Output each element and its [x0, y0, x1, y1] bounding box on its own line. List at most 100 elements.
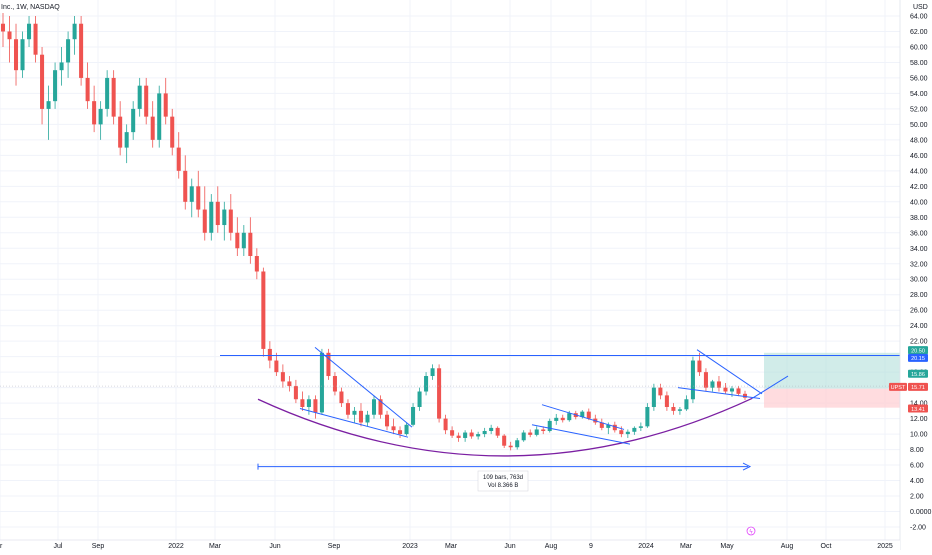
price-badge-label: UPST — [891, 385, 906, 391]
y-tick-label: 6.00 — [910, 463, 924, 470]
price-badge-label: 15.71 — [911, 385, 925, 391]
price-badge-label: 20.50 — [911, 348, 925, 354]
y-tick-label: -2.00 — [910, 525, 926, 532]
candle-body — [222, 209, 227, 226]
candle-body — [261, 271, 266, 349]
price-badge-label: 15.86 — [911, 372, 925, 378]
candle-body — [339, 391, 344, 404]
x-tick-label: Jun — [504, 543, 515, 550]
price-badge — [908, 404, 928, 413]
candle-body — [85, 77, 90, 102]
candle-body — [287, 381, 292, 387]
candle-body — [202, 209, 207, 233]
price-badge — [908, 346, 928, 355]
candle-body — [332, 376, 337, 392]
candle-body — [313, 399, 318, 413]
channel-3-upper[interactable] — [696, 349, 763, 395]
candle-body — [306, 399, 311, 407]
channel-2-upper[interactable] — [541, 404, 625, 430]
candle-body — [469, 432, 474, 437]
candle-body — [384, 414, 390, 427]
x-tick-label: Mar — [445, 543, 458, 550]
x-tick-label: 2025 — [877, 543, 893, 550]
x-tick-label: 9 — [589, 543, 593, 550]
candle-body — [456, 435, 461, 438]
candle-body — [241, 232, 246, 249]
candle-body — [170, 116, 175, 148]
candle-body — [710, 381, 715, 388]
channel-3-lower[interactable] — [677, 387, 761, 399]
y-tick-label: 58.00 — [910, 60, 928, 67]
candle-body — [40, 54, 45, 109]
candle-body — [365, 414, 370, 423]
y-tick-label: 42.00 — [910, 184, 928, 191]
candle-body — [411, 406, 416, 425]
candle-body — [79, 23, 84, 78]
candle-body — [319, 352, 324, 413]
candle-body — [235, 232, 240, 249]
candle-body — [300, 399, 305, 407]
x-tick-label: Sep — [328, 543, 341, 550]
candle-body — [677, 409, 682, 411]
candle-body — [567, 413, 572, 421]
y-tick-label: 60.00 — [910, 44, 928, 51]
candle-body — [632, 427, 637, 432]
candle-body — [398, 430, 403, 435]
channel-1-lower[interactable] — [299, 408, 409, 438]
y-tick-label: 54.00 — [910, 91, 928, 98]
candle-body — [391, 426, 396, 431]
candle-body — [378, 399, 383, 415]
candle-body — [20, 39, 25, 71]
rounding-bottom-curve[interactable] — [257, 397, 753, 457]
y-tick-label: 56.00 — [910, 75, 928, 82]
candle-body — [437, 368, 442, 419]
candle-body — [209, 201, 214, 233]
candle-body — [150, 116, 155, 140]
candles — [0, 8, 748, 451]
candle-body — [547, 420, 552, 431]
candle-body — [690, 360, 695, 400]
measure-arrow-head — [742, 462, 752, 471]
candle-body — [118, 116, 123, 148]
y-tick-label: 38.00 — [910, 215, 928, 222]
x-axis: r Jul Sep 2022 Mar Jun Sep 2023 Mar Jun Aug 9 2024 Ma… — [0, 539, 900, 550]
candle-body — [7, 31, 12, 40]
candle-body — [417, 391, 422, 407]
y-tick-label: 48.00 — [910, 137, 928, 144]
y-tick-label: 10.00 — [910, 432, 928, 439]
y-tick-label: 12.00 — [910, 416, 928, 423]
candle-body — [645, 406, 650, 427]
currency-label: USD — [913, 4, 928, 11]
x-tick-label: Mar — [680, 543, 693, 550]
y-tick-label: 4.00 — [910, 478, 924, 485]
candle-body — [59, 62, 64, 71]
candle-body — [0, 23, 6, 32]
candle-body — [742, 393, 748, 398]
price-badge-label: 20.15 — [911, 356, 925, 362]
candle-body — [105, 77, 110, 109]
breakout-arrow-line[interactable] — [751, 375, 789, 399]
channel-2-lower[interactable] — [531, 424, 631, 445]
y-tick-label: 34.00 — [910, 246, 928, 253]
y-tick-label: 32.00 — [910, 261, 928, 268]
event-flag-glyph: ϟ — [749, 530, 753, 536]
x-tick-label: Oct — [821, 543, 832, 550]
candle-body — [476, 434, 481, 437]
candle-body — [684, 399, 689, 410]
measure-volume-label: Vol 8.366 B — [488, 483, 519, 489]
y-tick-label: 8.00 — [910, 447, 924, 454]
candle-body — [534, 429, 539, 435]
channel-1-upper[interactable] — [314, 346, 413, 428]
candle-body — [27, 23, 32, 40]
y-tick-label: 40.00 — [910, 199, 928, 206]
candle-body — [53, 70, 58, 102]
price-badge-label: 13.41 — [911, 407, 925, 413]
y-tick-label: 26.00 — [910, 308, 928, 315]
candle-body — [528, 432, 533, 435]
y-tick-label: 62.00 — [910, 29, 928, 36]
candle-body — [586, 411, 591, 419]
x-tick-label: 2024 — [638, 543, 654, 550]
event-flag-icon[interactable] — [746, 526, 756, 536]
candle-body — [124, 132, 129, 148]
